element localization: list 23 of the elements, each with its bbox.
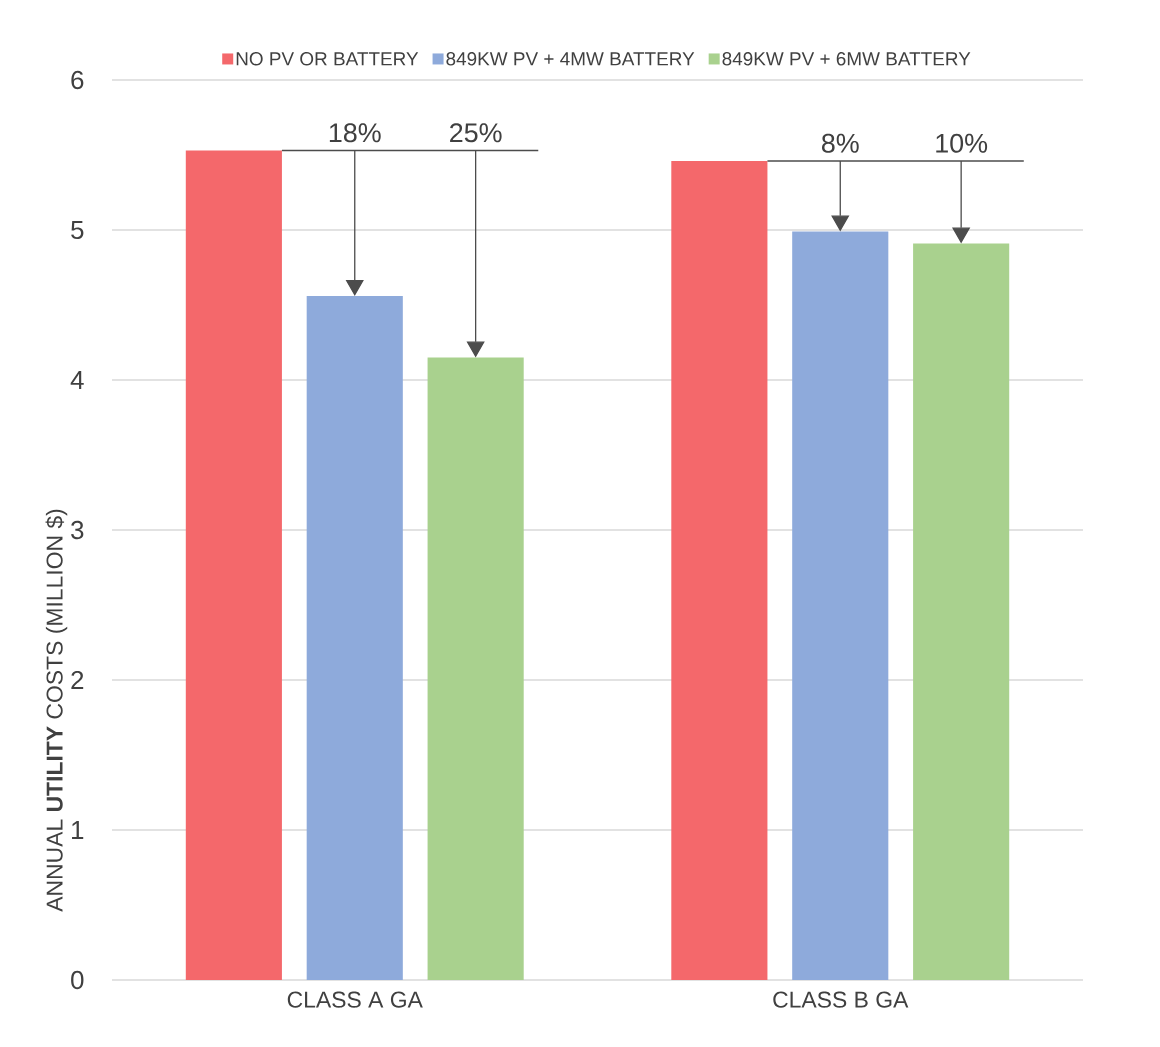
y-tick-label: 2	[71, 670, 84, 690]
bar	[792, 231, 889, 980]
annotation: 25%	[450, 123, 502, 143]
y-tick-label: 3	[71, 520, 84, 540]
x-tick-label: CLASS B GA	[773, 991, 909, 1008]
bar	[427, 357, 524, 980]
annotation: 8%	[821, 133, 859, 153]
y-tick-label: 5	[71, 220, 84, 240]
y-tick-label: 0	[71, 970, 84, 990]
bar	[306, 296, 403, 980]
legend-label: 849KW PV + 4MW BATTERY	[446, 52, 695, 66]
y-tick-label: 4	[70, 371, 84, 389]
legend-label: NO PV OR BATTERY	[236, 52, 419, 66]
x-tick-label: CLASS A GA	[287, 991, 423, 1008]
annotation: 10%	[936, 133, 988, 153]
y-tick-label: 6	[71, 70, 84, 90]
bar	[913, 243, 1010, 980]
bar	[671, 160, 768, 980]
annotation: 18%	[329, 123, 381, 143]
y-tick-label: 1	[72, 821, 84, 839]
y-axis-title: ANNUAL UTILITY COSTS (MILLION $)	[45, 509, 68, 912]
bar	[185, 150, 282, 980]
legend-label: 849KW PV + 6MW BATTERY	[722, 52, 971, 66]
